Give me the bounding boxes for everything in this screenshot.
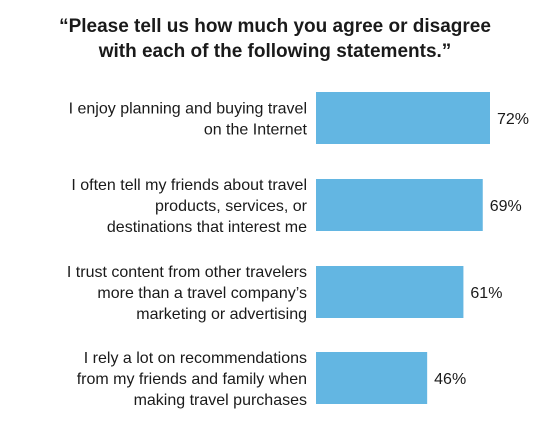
bar-2 — [316, 179, 483, 231]
value-label-3: 61% — [470, 285, 502, 302]
category-label-2: I often tell my friends about travel prod… — [71, 177, 307, 236]
value-label-4: 46% — [434, 371, 466, 388]
bar-1 — [316, 92, 490, 144]
category-label-1: I enjoy planning and buying travel on the… — [69, 101, 308, 139]
category-label-line: destinations that interest me — [107, 219, 307, 236]
category-label-line: I enjoy planning and buying travel — [69, 101, 307, 118]
category-label-line: from my friends and family when — [77, 371, 307, 388]
category-label-line: products, services, or — [155, 198, 308, 215]
category-label-line: I rely a lot on recommendations — [84, 350, 307, 367]
category-label-3: I trust content from other travelers more… — [67, 264, 307, 323]
value-label-2: 69% — [490, 198, 522, 215]
category-label-line: making travel purchases — [134, 392, 307, 409]
chart-title: “Please tell us how much you agree or di… — [0, 14, 550, 64]
category-label-line: I often tell my friends about travel — [71, 177, 307, 194]
category-label-line: I trust content from other travelers — [67, 264, 307, 281]
chart-title-line-2: with each of the following statements.” — [98, 41, 452, 62]
bar-3 — [316, 266, 464, 318]
category-label-4: I rely a lot on recommendations from my f… — [77, 350, 307, 409]
value-label-1: 72% — [497, 111, 529, 128]
category-label-line: on the Internet — [204, 122, 308, 139]
category-label-line: marketing or advertising — [136, 306, 307, 323]
bar-4 — [316, 352, 428, 404]
category-label-line: more than a travel company’s — [97, 285, 307, 302]
chart-title-line-1: “Please tell us how much you agree or di… — [59, 16, 491, 37]
